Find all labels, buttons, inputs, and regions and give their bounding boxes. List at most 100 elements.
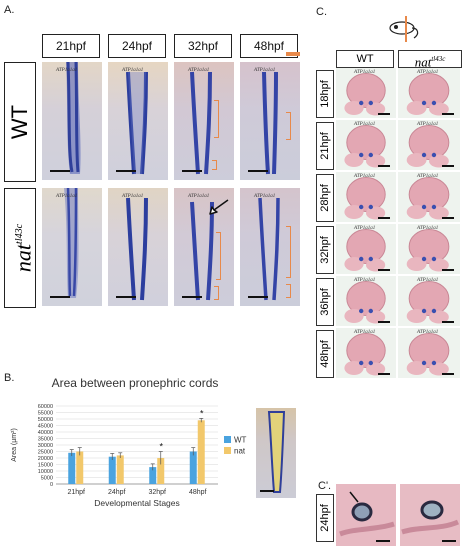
- gene-label: ATP1a1a1: [354, 70, 376, 75]
- gene-label: ATP1a1a1: [122, 194, 144, 199]
- scale-bar: [442, 269, 454, 271]
- mutant-48hpf-bracket-upper: [286, 226, 291, 278]
- mutant-32hpf-bracket-upper: [216, 232, 221, 280]
- panel-c-letter: C.: [316, 6, 327, 18]
- gene-label: ATP1a1a1: [254, 68, 276, 73]
- y-tick-label: 0: [50, 482, 53, 488]
- y-tick-label: 5000: [41, 476, 53, 482]
- gene-label: ATP1a1a1: [122, 68, 144, 73]
- hist-row-label-box: 48hpf: [316, 330, 334, 378]
- gene-label: ATP1a1a1: [188, 194, 210, 199]
- row-label-mutant: nattl43c: [10, 223, 36, 273]
- orange-tab-mark: [286, 52, 300, 56]
- scale-bar: [248, 170, 268, 172]
- detail-mutant-image: [400, 484, 460, 546]
- area-bar-chart: 0500010000150002000025000300003500040000…: [11, 404, 247, 508]
- hist-row-label-box: 36hpf: [316, 278, 334, 326]
- scale-bar: [116, 296, 136, 298]
- gene-label: ATP1a1a1: [417, 226, 439, 231]
- mutant-48hpf-bracket-lower: [286, 284, 291, 298]
- wt-32hpf-image: ATP1a1a1: [174, 62, 234, 180]
- wt-21hpf-image: ATP1a1a1: [42, 62, 102, 180]
- stage-label-32hpf: 32hpf: [174, 34, 232, 58]
- gene-label: ATP1a1a1: [56, 68, 78, 73]
- hist-row-label-box: 21hpf: [316, 122, 334, 170]
- scale-bar: [442, 540, 456, 542]
- scale-bar: [260, 490, 274, 492]
- significance-marker: *: [200, 408, 204, 418]
- col-label-wt: WT: [336, 50, 394, 68]
- hist-row-label: 36hpf: [319, 288, 331, 316]
- hist-row-label-box: 32hpf: [316, 226, 334, 274]
- x-tick-label: 32hpf: [148, 489, 166, 496]
- bar-nat: [76, 451, 84, 484]
- gene-label: ATP1a1a1: [56, 194, 78, 199]
- x-tick-label: 21hpf: [67, 489, 85, 496]
- y-tick-label: 35000: [38, 437, 53, 443]
- y-tick-label: 10000: [38, 469, 53, 475]
- legend-swatch-wt: [224, 436, 231, 443]
- bar-wt: [189, 451, 197, 484]
- scale-bar: [442, 373, 454, 375]
- mutant-48hpf-image: ATP1a1a1: [240, 188, 300, 306]
- wt-24hpf-image: ATP1a1a1: [108, 62, 168, 180]
- hist-mutant-image: ATP1a1a1: [398, 328, 460, 378]
- bar-wt: [108, 456, 116, 484]
- wt-32hpf-bracket-upper: [214, 100, 219, 138]
- gene-label: ATP1a1a1: [354, 330, 376, 335]
- mutant-24hpf-image: ATP1a1a1: [108, 188, 168, 306]
- scale-bar: [378, 373, 390, 375]
- hist-wt-image: ATP1a1a1: [336, 328, 396, 378]
- legend-label-nat: nat: [234, 447, 246, 456]
- y-tick-label: 55000: [38, 411, 53, 417]
- bar-wt: [149, 467, 157, 484]
- panel-b-letter: B.: [4, 372, 15, 384]
- scale-bar: [442, 217, 454, 219]
- scale-bar: [50, 296, 70, 298]
- gene-label: ATP1a1a1: [354, 226, 376, 231]
- scale-bar: [182, 170, 202, 172]
- detail-row-label: 24hpf: [319, 504, 331, 532]
- scale-bar: [378, 217, 390, 219]
- legend-label-wt: WT: [234, 436, 247, 445]
- gene-label: ATP1a1a1: [417, 70, 439, 75]
- gene-label: ATP1a1a1: [354, 122, 376, 127]
- hist-mutant-image: ATP1a1a1: [398, 120, 460, 170]
- gene-label: ATP1a1a1: [417, 174, 439, 179]
- hist-wt-image: ATP1a1a1: [336, 68, 396, 118]
- y-tick-label: 40000: [38, 430, 53, 436]
- y-axis-label: Area (µm²): [11, 428, 18, 462]
- hist-row-label: 32hpf: [319, 236, 331, 264]
- scale-bar: [442, 165, 454, 167]
- scale-bar: [116, 170, 136, 172]
- hist-mutant-image: ATP1a1a1: [398, 68, 460, 118]
- y-tick-label: 50000: [38, 417, 53, 423]
- scale-bar: [378, 113, 390, 115]
- hist-wt-image: ATP1a1a1: [336, 276, 396, 326]
- hist-wt-image: ATP1a1a1: [336, 224, 396, 274]
- y-tick-label: 60000: [38, 404, 53, 410]
- hist-mutant-image: ATP1a1a1: [398, 172, 460, 222]
- hist-row-label-box: 18hpf: [316, 70, 334, 118]
- gene-label: ATP1a1a1: [417, 278, 439, 283]
- scale-bar: [376, 540, 390, 542]
- wt-48hpf-image: ATP1a1a1: [240, 62, 300, 180]
- gene-label: ATP1a1a1: [417, 330, 439, 335]
- row-label-wt-box: WT: [4, 62, 36, 182]
- gene-label: ATP1a1a1: [188, 68, 210, 73]
- panel-c-prime-letter: C'.: [318, 480, 332, 492]
- scale-bar: [378, 321, 390, 323]
- hist-row-label-box: 28hpf: [316, 174, 334, 222]
- panel-a-letter: A.: [4, 4, 15, 16]
- mutant-21hpf-image: ATP1a1a1: [42, 188, 102, 306]
- stage-label-48hpf: 48hpf: [240, 34, 298, 58]
- row-label-wt: WT: [7, 104, 32, 140]
- col-label-mutant: nattl43c: [398, 50, 462, 69]
- hist-row-label: 21hpf: [319, 132, 331, 160]
- row-label-mutant-box: nattl43c: [4, 188, 36, 308]
- scale-bar: [50, 170, 70, 172]
- y-tick-label: 45000: [38, 424, 53, 430]
- mutant-32hpf-bracket-lower: [214, 286, 219, 300]
- hist-mutant-image: ATP1a1a1: [398, 224, 460, 274]
- bar-wt: [68, 452, 76, 484]
